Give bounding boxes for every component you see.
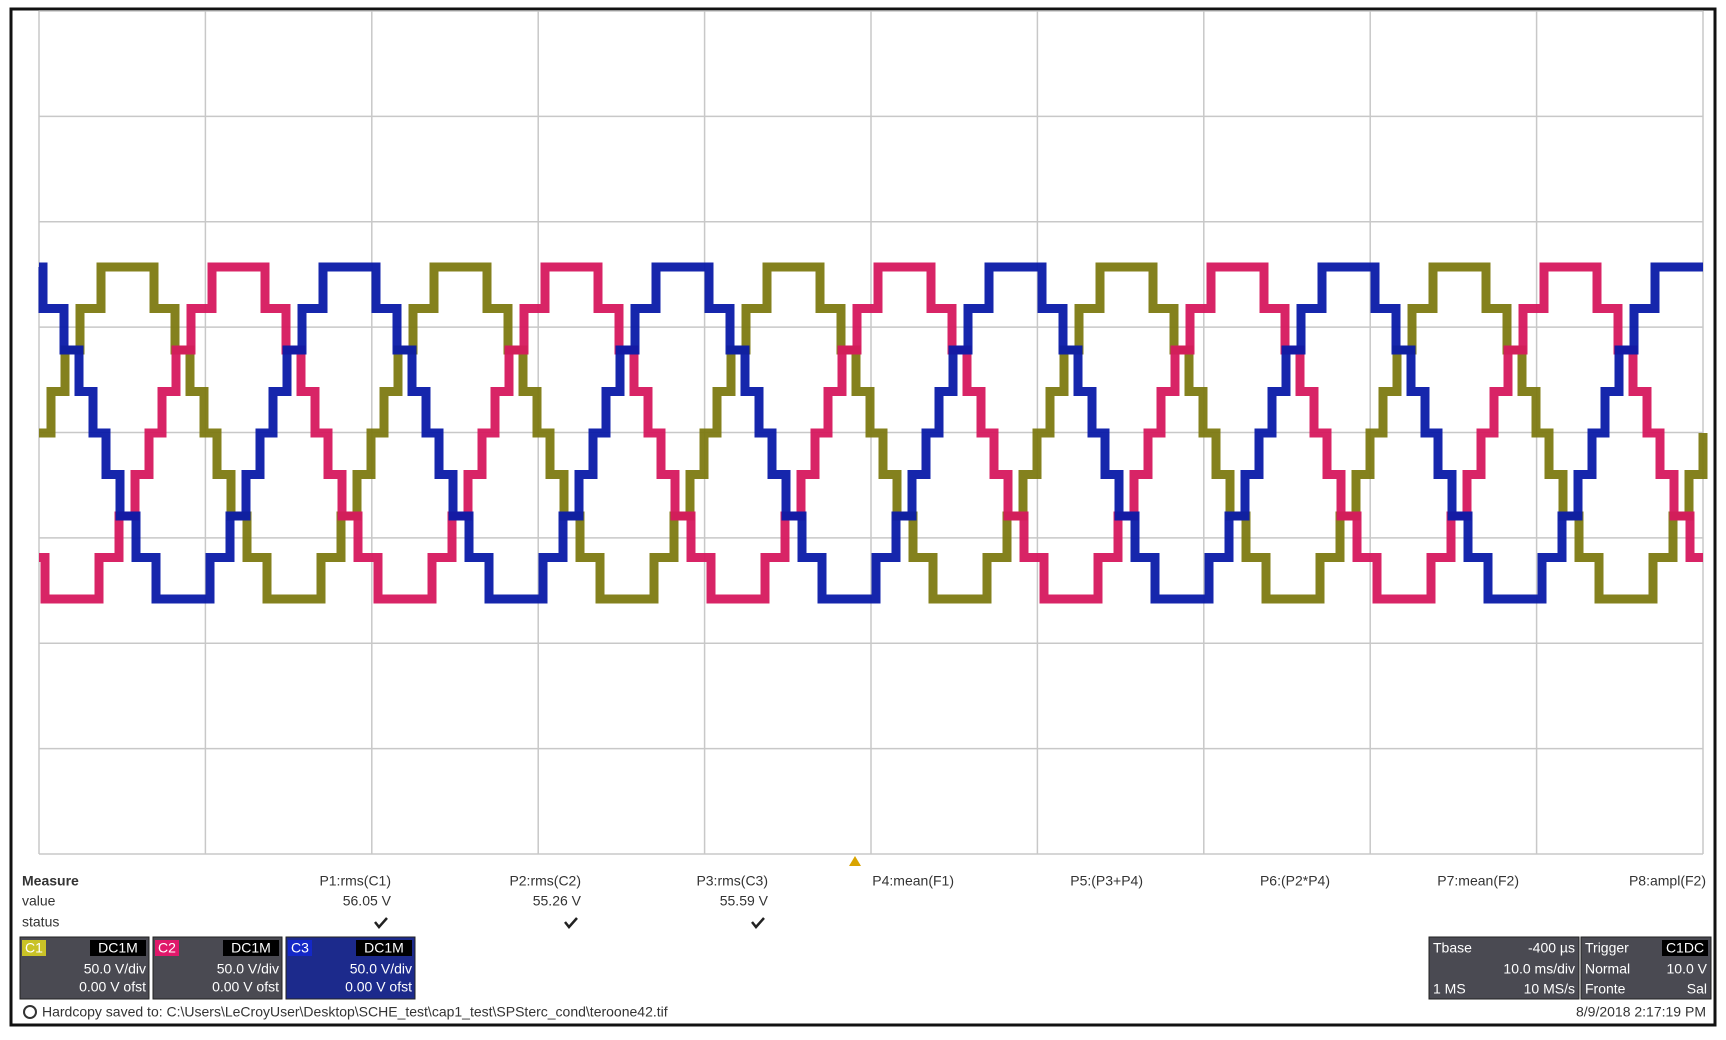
status-icon — [23, 1005, 37, 1019]
param-value: 56.05 V — [343, 893, 392, 909]
timebase-bg — [1428, 936, 1580, 1000]
channel-offset: 0.00 V ofst — [79, 979, 146, 995]
channel-offset: 0.00 V ofst — [212, 979, 279, 995]
status-datetime: 8/9/2018 2:17:19 PM — [1576, 1004, 1706, 1020]
trigger-title: Trigger — [1585, 940, 1629, 956]
channel-tag — [288, 940, 312, 956]
channel-tag — [155, 940, 179, 956]
row-label: status — [22, 914, 59, 930]
timebase-rate: 10 MS/s — [1524, 981, 1575, 997]
param-name: P5:(P3+P4) — [1070, 873, 1143, 889]
timebase-title: Tbase — [1433, 940, 1472, 956]
row-label: value — [22, 893, 56, 909]
channel-coupling: DC1M — [231, 940, 271, 956]
channel-coupling: DC1M — [364, 940, 404, 956]
status-check — [564, 917, 578, 929]
panel: Measure value status P1:rms(C1) 56.05 V P2:rm… — [19, 873, 1712, 1020]
channel-box: C1 DC1M 50.0 V/div 0.00 V ofst — [19, 936, 150, 1000]
status-check — [374, 917, 388, 929]
param-name: P6:(P2*P4) — [1260, 873, 1330, 889]
status-message: Hardcopy saved to: C:\Users\LeCroyUser\D… — [42, 1004, 668, 1020]
trigger-marker — [849, 856, 861, 866]
trigger-mode: Normal — [1585, 961, 1630, 977]
coupling-badge — [223, 940, 279, 956]
trigger-level: 10.0 V — [1667, 961, 1708, 977]
channel-box: C3 DC1M 50.0 V/div 0.00 V ofst — [285, 936, 416, 1000]
coupling-badge — [356, 940, 412, 956]
channel-name: C2 — [158, 940, 176, 956]
channel-scale: 50.0 V/div — [350, 961, 412, 977]
channel-coupling: DC1M — [98, 940, 138, 956]
trigger-badge — [1662, 940, 1708, 956]
channel-name: C3 — [291, 940, 309, 956]
waveform — [38, 262, 1703, 604]
channel-scale: 50.0 V/div — [84, 961, 146, 977]
channel-scale: 50.0 V/div — [217, 961, 279, 977]
trigger-slope: Sal — [1687, 981, 1707, 997]
waveform — [39, 262, 1708, 604]
param-name: P2:rms(C2) — [509, 873, 581, 889]
timebase-delay: -400 µs — [1528, 940, 1575, 956]
trigger-type: Fronte — [1585, 981, 1626, 997]
trigger-box: Trigger C1DC Normal 10.0 V Fronte Sal — [1580, 936, 1712, 1000]
timebase-scale: 10.0 ms/div — [1503, 961, 1575, 977]
channel-tag — [22, 940, 46, 956]
trigger-source: C1DC — [1666, 940, 1704, 956]
param-name: P8:ampl(F2) — [1629, 873, 1706, 889]
measure-title: Measure — [22, 873, 79, 889]
param-name: P4:mean(F1) — [872, 873, 954, 889]
channel-box: C2 DC1M 50.0 V/div 0.00 V ofst — [152, 936, 283, 1000]
param-name: P3:rms(C3) — [696, 873, 768, 889]
frame — [9, 7, 1717, 1027]
status-check — [751, 917, 765, 929]
param-value: 55.59 V — [720, 893, 769, 909]
timebase-box: Tbase -400 µs 10.0 ms/div 1 MS 10 MS/s — [1428, 936, 1580, 1000]
coupling-badge — [90, 940, 146, 956]
param-value: 55.26 V — [533, 893, 582, 909]
waveforms — [38, 262, 1708, 604]
channel-offset: 0.00 V ofst — [345, 979, 412, 995]
param-name: P1:rms(C1) — [319, 873, 391, 889]
timebase-samples: 1 MS — [1433, 981, 1466, 997]
channel-name: C1 — [25, 940, 43, 956]
waveform — [39, 262, 1703, 604]
param-name: P7:mean(F2) — [1437, 873, 1519, 889]
